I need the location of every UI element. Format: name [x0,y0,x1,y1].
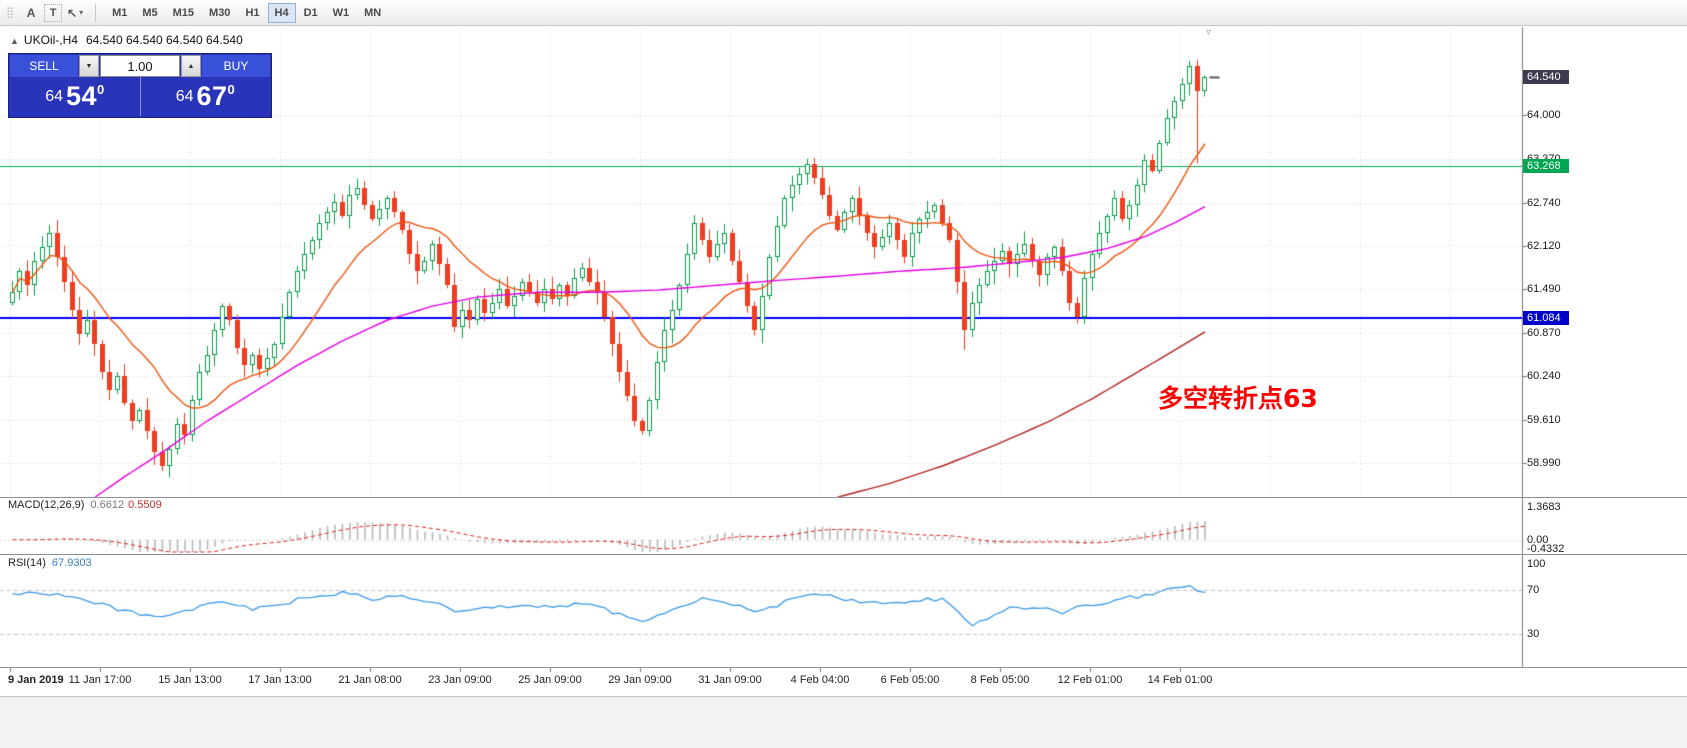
sell-button[interactable]: SELL [10,55,78,77]
current-price-badge: 64.540 [1523,70,1569,85]
dropdown-caret-icon: ▾ [79,8,84,17]
sell-price-display[interactable]: 64 54 0 [10,77,141,116]
ohlc-values: 64.540 64.540 64.540 64.540 [85,33,243,47]
one-click-toggle-icon[interactable]: ▲ [10,36,19,46]
time-axis-label: 12 Feb 01:00 [1057,674,1123,686]
timeframe-button-m1[interactable]: M1 [105,3,134,23]
time-axis-label: 21 Jan 08:00 [338,674,402,686]
arrows-tool-button[interactable]: ↖ ▾ [64,2,86,23]
rsi-axis-label: 30 [1527,628,1540,640]
timeframe-button-m15[interactable]: M15 [166,3,201,23]
time-axis-label: 17 Jan 13:00 [248,674,312,686]
sell-price-pipette: 0 [97,82,105,97]
volume-increase-button[interactable]: ▲ [181,55,201,77]
panel-resize-separator[interactable] [0,667,1687,668]
price-axis-tick: 60.240 [1527,370,1561,383]
resistance-level-badge: 63.268 [1523,158,1569,173]
timeframe-button-m30[interactable]: M30 [202,3,237,23]
time-axis-label: 9 Jan 2019 [8,674,64,686]
price-axis-tick: 62.120 [1527,239,1561,252]
symbol-period-label: UKOil-,H4 [23,33,78,47]
macd-signal-value: 0.5509 [128,499,162,511]
price-axis-tick: 58.990 [1527,457,1561,470]
macd-axis-label: -0.4332 [1527,543,1565,555]
macd-axis-label: 1.3683 [1527,501,1561,513]
support-level-badge: 61.084 [1523,310,1569,325]
time-axis-label: 8 Feb 05:00 [970,674,1030,686]
macd-axis-label: 0.00 [1527,533,1549,546]
timeframe-button-h1[interactable]: H1 [238,3,266,23]
timeframe-button-h4[interactable]: H4 [267,2,296,23]
time-axis-label: 15 Jan 13:00 [158,674,222,686]
macd-name: MACD(12,26,9) [8,499,85,511]
window-bottom-strip [0,696,1687,748]
time-axis-label: 29 Jan 09:00 [608,674,672,686]
time-axis-label: 14 Feb 01:00 [1147,674,1213,686]
buy-price-pipette: 0 [227,82,235,97]
volume-dropdown-button[interactable]: ▼ [79,55,99,77]
price-axis-tick: 60.870 [1527,326,1561,339]
arrow-tool-icon: ↖ [67,5,78,20]
chart-shift-marker[interactable]: ▿ [1206,27,1212,38]
price-axis-tick: 59.610 [1527,414,1561,427]
main-toolbar: ⣿ A T ↖ ▾ M1 M5 M15 M30 H1 H4 D1 W1 MN [0,0,1687,26]
sell-price-whole: 64 [45,87,63,105]
macd-indicator-label: MACD(12,26,9) 0.6612 0.5509 [8,499,162,511]
buy-button[interactable]: BUY [202,55,270,77]
buy-price-display[interactable]: 64 67 0 [141,77,271,116]
macd-main-value: 0.6612 [90,499,125,511]
panel-resize-separator[interactable] [0,497,1687,498]
timeframe-button-mn[interactable]: MN [357,3,388,23]
rsi-indicator-label: RSI(14) 67.9303 [8,557,92,569]
rsi-axis-label: 70 [1527,584,1540,596]
rsi-name: RSI(14) [8,557,46,569]
sell-price-pips: 54 [66,81,98,111]
price-scale[interactable] [1523,27,1686,667]
timeframe-button-group: M1 M5 M15 M30 H1 H4 D1 W1 MN [105,2,389,23]
time-axis-label: 4 Feb 04:00 [790,674,850,686]
buy-price-whole: 64 [175,87,194,105]
time-axis-label: 25 Jan 09:00 [518,674,582,686]
time-axis-label: 23 Jan 09:00 [428,674,492,686]
rsi-axis-label: 100 [1527,558,1546,570]
time-axis-label: 31 Jan 09:00 [698,674,762,686]
toolbar-grip-icon[interactable]: ⣿ [6,7,15,19]
timeframe-button-w1[interactable]: W1 [326,3,357,23]
rsi-value: 67.9303 [51,557,92,569]
price-axis-tick: 61.490 [1527,283,1561,296]
volume-input[interactable] [100,55,180,77]
chart-annotation-text: 多空转折点63 [1158,384,1318,413]
insert-text-tool-button[interactable]: A [20,2,42,23]
time-axis-label: 6 Feb 05:00 [880,674,940,686]
timeframe-button-d1[interactable]: D1 [297,3,325,23]
time-axis-label: 11 Jan 17:00 [68,674,132,686]
chart-header: ▲ UKOil-,H4 64.540 64.540 64.540 64.540 [10,33,243,47]
price-axis-tick: 62.740 [1527,196,1561,209]
price-axis-tick: 64.000 [1527,109,1561,121]
timeframe-button-m5[interactable]: M5 [135,3,164,23]
toolbar-separator [95,3,97,22]
buy-price-pips: 67 [196,81,228,111]
panel-resize-separator[interactable] [0,554,1687,555]
text-label-tool-button[interactable]: T [44,3,63,22]
